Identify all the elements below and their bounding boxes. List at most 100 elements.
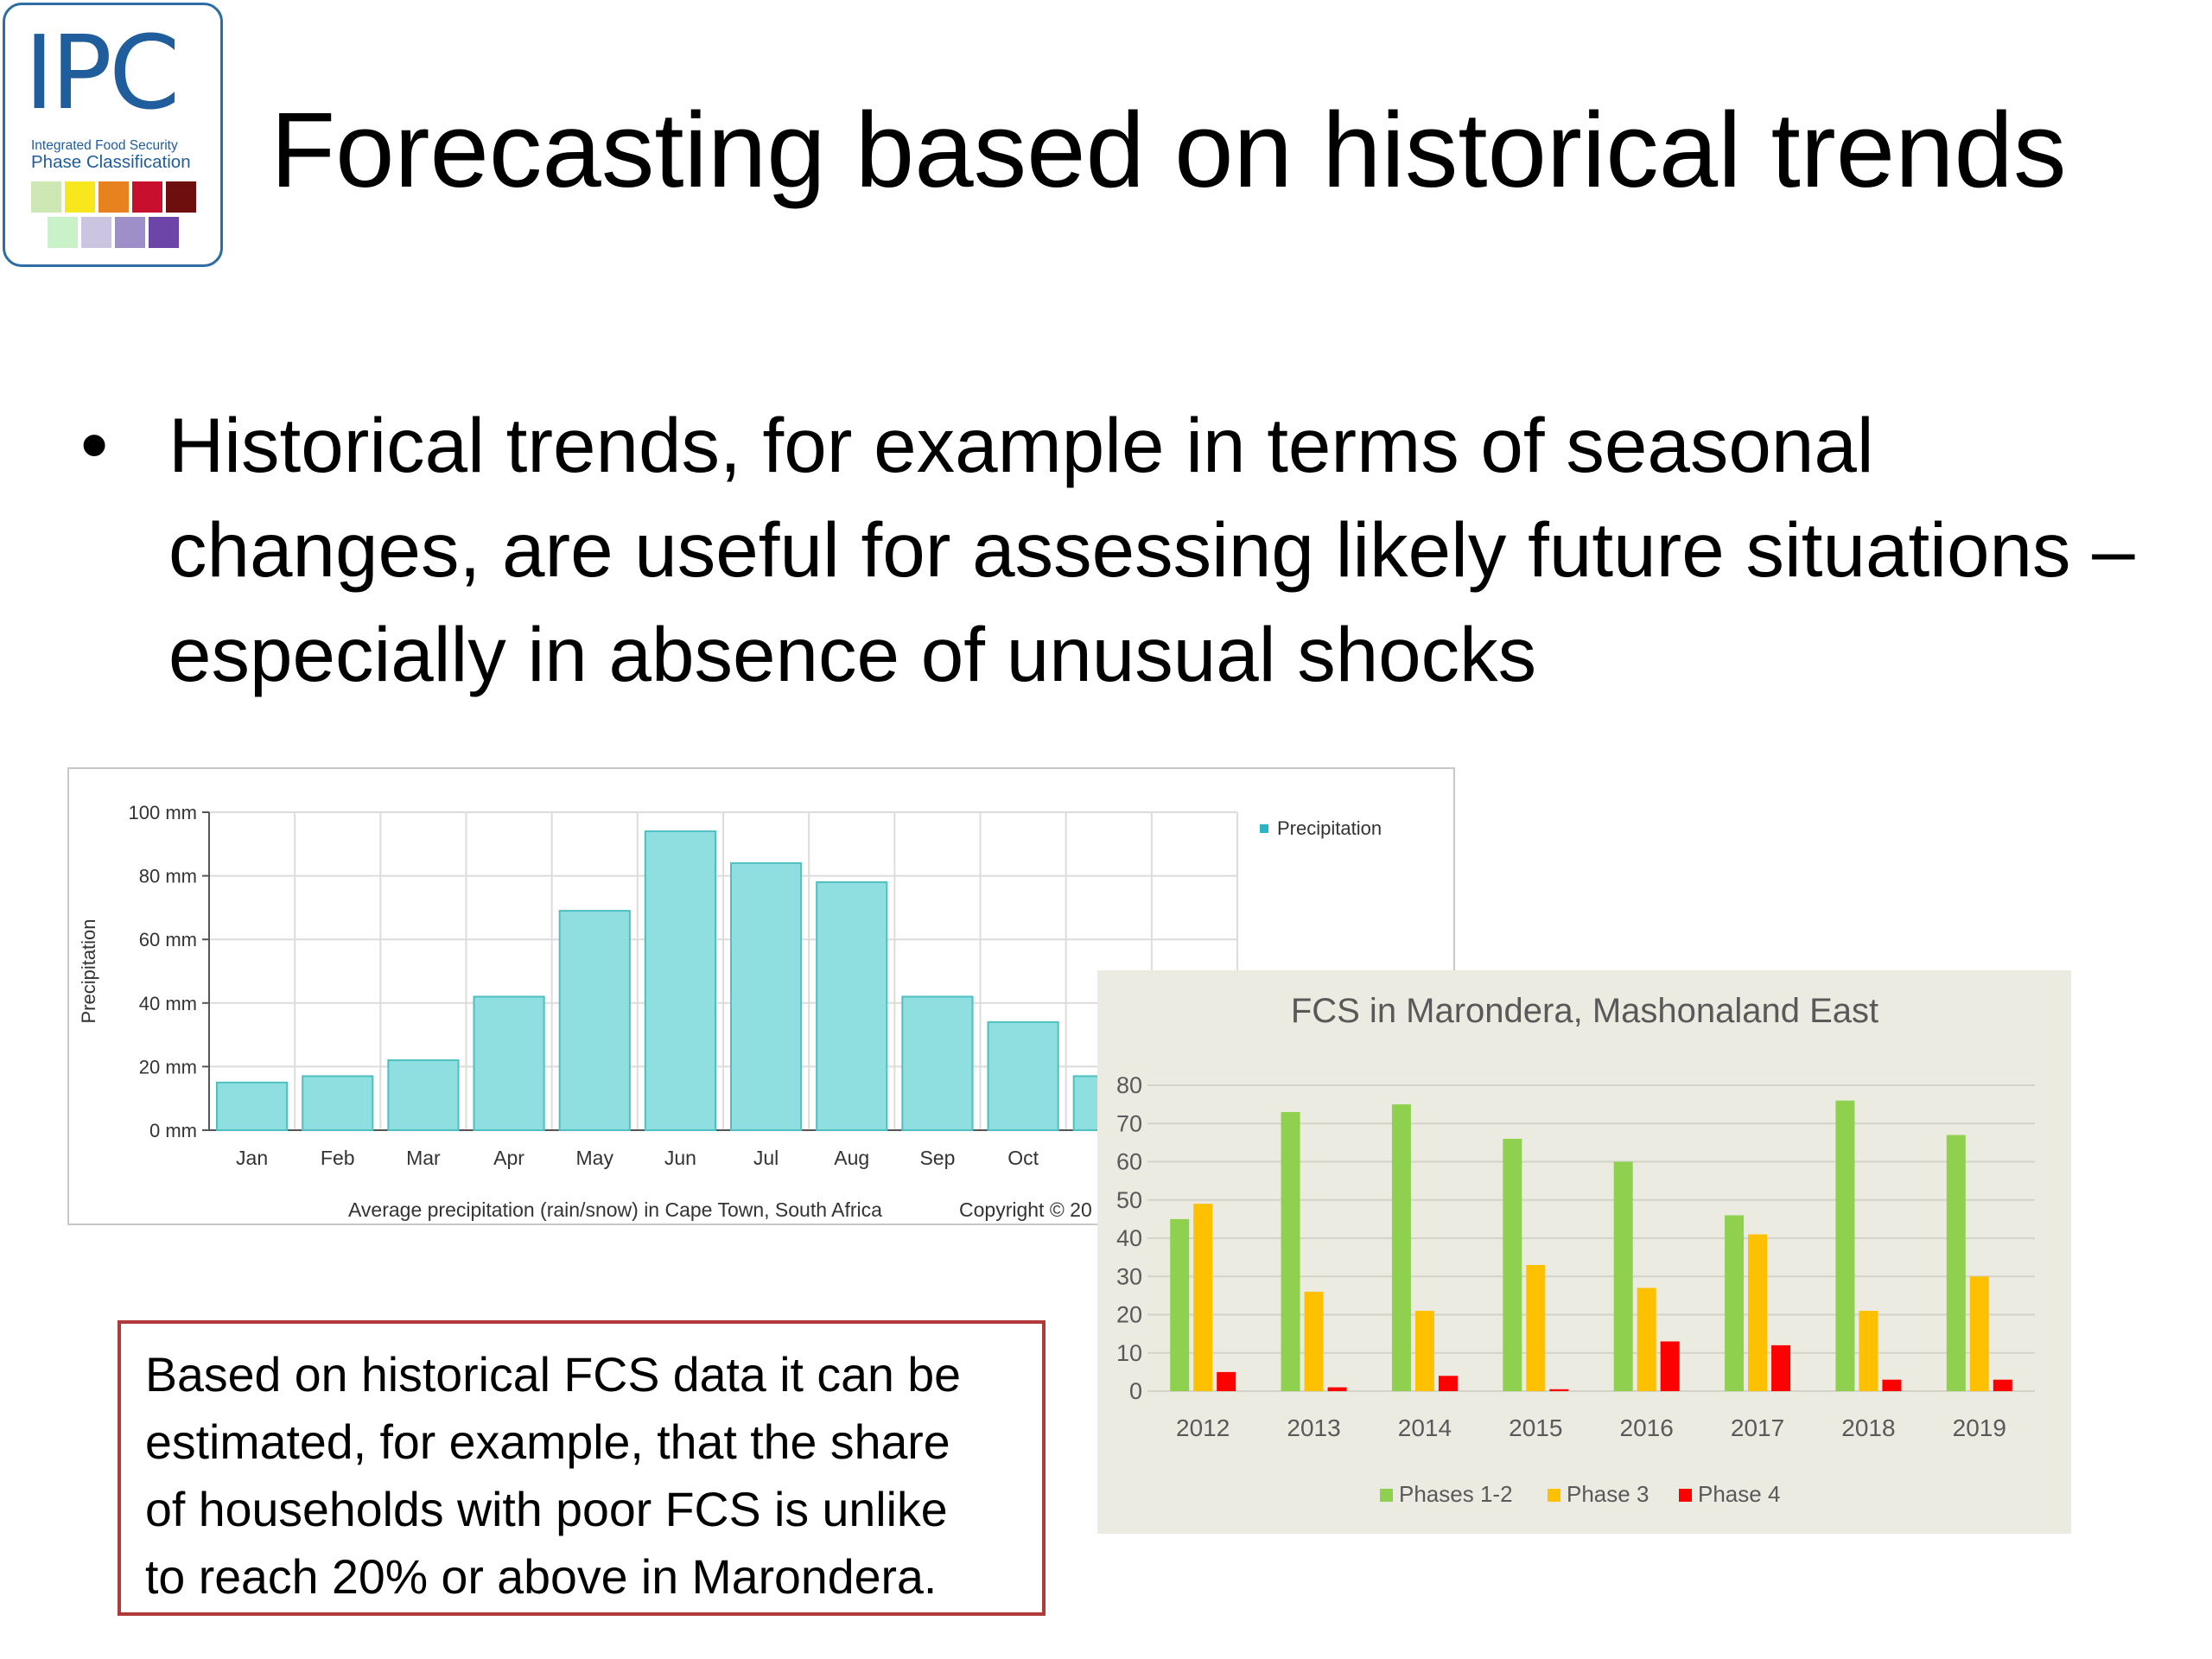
bullet-marker: • <box>80 401 109 489</box>
fcs-x-tick-label: 2017 <box>1731 1414 1784 1441</box>
fcs-bar <box>1771 1344 1791 1391</box>
precip-x-tick-label: Jul <box>753 1147 779 1169</box>
fcs-bar <box>1549 1389 1569 1391</box>
logo-swatch <box>65 181 95 213</box>
fcs-x-tick-label: 2019 <box>1953 1414 2006 1441</box>
logo-swatch <box>99 181 129 213</box>
fcs-legend-swatch <box>1548 1489 1560 1502</box>
precip-y-tick-label: 60 mm <box>139 929 197 950</box>
fcs-x-tick-label: 2013 <box>1287 1414 1340 1441</box>
fcs-bar <box>1170 1218 1190 1391</box>
fcs-bar <box>1613 1161 1633 1391</box>
fcs-x-tick-label: 2018 <box>1841 1414 1895 1441</box>
note-line: of households with poor FCS is unlike <box>145 1483 948 1536</box>
logo-tagline-1: Integrated Food Security <box>31 138 178 153</box>
precip-x-tick-label: Mar <box>406 1147 441 1169</box>
fcs-legend-swatch <box>1679 1489 1692 1502</box>
fcs-bar <box>1748 1234 1768 1391</box>
logo-phase-swatches <box>31 181 196 248</box>
fcs-y-tick-label: 60 <box>1116 1149 1142 1175</box>
fcs-y-tick-label: 30 <box>1116 1263 1142 1289</box>
fcs-bar <box>1526 1264 1546 1391</box>
precip-bar <box>387 1059 460 1132</box>
fcs-legend-swatch <box>1380 1489 1393 1502</box>
fcs-y-tick-label: 20 <box>1116 1302 1142 1328</box>
logo-swatch <box>132 181 162 213</box>
logo-acronym: IPC <box>24 13 180 132</box>
bullet-text: Historical trends, for example in terms … <box>168 402 2135 697</box>
precip-bar <box>730 861 803 1131</box>
fcs-bar <box>1660 1341 1680 1391</box>
fcs-x-tick-label: 2016 <box>1620 1414 1674 1441</box>
fcs-legend-label: Phase 4 <box>1698 1481 1780 1507</box>
fcs-y-tick-label: 80 <box>1116 1072 1142 1098</box>
note-line: Based on historical FCS data it can be <box>145 1348 962 1402</box>
note-box: Based on historical FCS data it can be e… <box>118 1320 1046 1616</box>
slide-title: Forecasting based on historical trends <box>270 92 2067 210</box>
fcs-bar <box>1946 1135 1966 1391</box>
fcs-bar <box>1391 1104 1411 1391</box>
fcs-bar <box>1637 1287 1656 1391</box>
fcs-y-tick-label: 10 <box>1116 1340 1142 1366</box>
fcs-bar <box>1327 1387 1347 1391</box>
fcs-y-tick-label: 50 <box>1116 1187 1142 1213</box>
precip-y-tick-label: 40 mm <box>139 993 197 1014</box>
precip-caption: Average precipitation (rain/snow) in Cap… <box>348 1198 882 1221</box>
precip-x-tick-label: Aug <box>834 1147 869 1169</box>
ipc-logo: IPC Integrated Food Security Phase Class… <box>3 3 223 267</box>
precip-y-tick-label: 0 mm <box>149 1120 197 1141</box>
fcs-bar <box>1193 1204 1213 1391</box>
note-line: estimated, for example, that the share <box>145 1415 950 1469</box>
logo-tagline-2: Phase Classification <box>31 152 191 172</box>
fcs-legend-label: Phase 3 <box>1567 1481 1649 1507</box>
fcs-bar <box>1993 1379 2012 1391</box>
logo-swatch <box>48 217 78 248</box>
fcs-chart-title: FCS in Marondera, Mashonaland East <box>1291 992 1878 1030</box>
fcs-y-tick-label: 70 <box>1116 1110 1142 1136</box>
fcs-x-tick-label: 2015 <box>1509 1414 1562 1441</box>
precip-copyright: Copyright © 20 <box>959 1198 1092 1221</box>
note-line: to reach 20% or above in Marondera. <box>145 1550 938 1604</box>
fcs-y-tick-label: 40 <box>1116 1225 1142 1251</box>
fcs-bar <box>1503 1138 1522 1391</box>
precip-y-tick-label: 80 mm <box>139 866 197 887</box>
precip-x-tick-label: Oct <box>1007 1147 1039 1169</box>
precip-x-tick-label: Sep <box>919 1147 955 1169</box>
fcs-x-tick-label: 2014 <box>1398 1414 1452 1441</box>
fcs-bar <box>1969 1276 1989 1391</box>
precip-x-tick-label: May <box>576 1147 614 1169</box>
fcs-chart: FCS in Marondera, Mashonaland East 0 10 20 3… <box>1116 992 2035 1507</box>
logo-swatch <box>149 217 179 248</box>
precip-bar <box>816 880 888 1132</box>
fcs-bar <box>1281 1111 1300 1391</box>
precip-legend-swatch <box>1260 824 1268 833</box>
precip-bar <box>987 1020 1059 1132</box>
fcs-chart-panel: FCS in Marondera, Mashonaland East 0 10 20 3… <box>1097 970 2071 1534</box>
fcs-bar <box>1438 1376 1458 1391</box>
precip-bar <box>216 1081 289 1131</box>
precipitation-chart: 0 mm 20 mm 40 mm 60 mm 80 mm 100 mm Jan Feb Mar A… <box>78 802 1382 1221</box>
logo-swatch <box>166 181 196 213</box>
fcs-bar <box>1859 1311 1878 1391</box>
precip-bar <box>558 910 631 1131</box>
fcs-legend-label: Phases 1-2 <box>1399 1481 1513 1507</box>
logo-swatch <box>31 181 61 213</box>
precip-bar <box>901 995 974 1131</box>
precip-y-tick-label: 20 mm <box>139 1056 197 1077</box>
precip-x-tick-label: Jun <box>664 1147 696 1169</box>
logo-swatch <box>81 217 111 248</box>
precip-x-tick-label: Jan <box>236 1147 268 1169</box>
fcs-y-tick-label: 0 <box>1129 1378 1142 1404</box>
fcs-bar <box>1304 1291 1324 1391</box>
precip-x-tick-label: Feb <box>321 1147 355 1169</box>
precip-bar <box>644 830 716 1132</box>
logo-swatch <box>115 217 145 248</box>
fcs-bar <box>1414 1311 1434 1391</box>
precip-bar <box>302 1075 374 1132</box>
precip-legend-label: Precipitation <box>1277 817 1382 839</box>
fcs-x-tick-label: 2012 <box>1176 1414 1230 1441</box>
precip-x-tick-label: Apr <box>493 1147 524 1169</box>
fcs-bar <box>1217 1371 1236 1391</box>
precip-y-tick-label: 100 mm <box>129 802 197 823</box>
precip-bar <box>473 995 545 1131</box>
